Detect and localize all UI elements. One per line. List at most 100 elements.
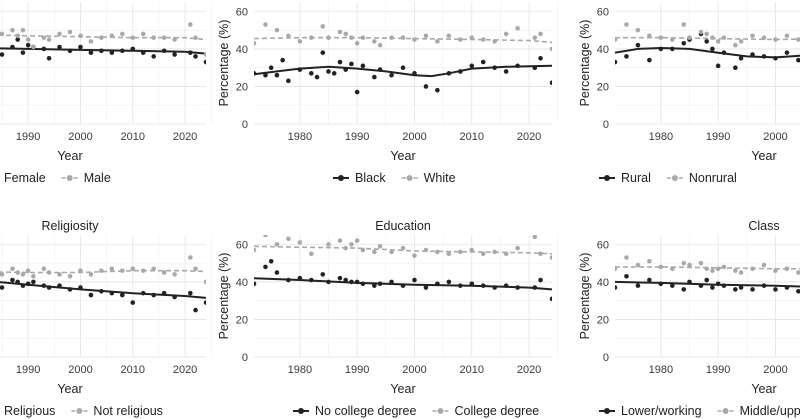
- plot-area: [0, 255, 206, 313]
- point-lower-working: [738, 285, 744, 290]
- point-rural: [635, 42, 641, 48]
- point-white: [274, 27, 280, 33]
- point-female: [57, 44, 62, 50]
- point-not-religious: [88, 272, 94, 277]
- y-tick-label: 20: [236, 81, 248, 93]
- point-black: [360, 63, 366, 69]
- point-lower-working: [750, 287, 755, 292]
- y-tick-label: 60: [236, 6, 248, 18]
- x-tick-label: 2010: [121, 131, 145, 143]
- point-rural: [738, 56, 744, 61]
- point-lower-working: [615, 285, 618, 290]
- point-nonrural: [733, 42, 738, 48]
- point-no-college-degree: [343, 277, 348, 283]
- point-nonrural: [750, 33, 755, 39]
- x-tick-label: 1980: [649, 131, 673, 143]
- point-black: [331, 71, 337, 76]
- point-male: [31, 44, 36, 50]
- point-white: [435, 39, 440, 44]
- x-tick-label: 2000: [402, 131, 426, 143]
- point-white: [503, 31, 509, 37]
- trend-line-white: [254, 36, 552, 44]
- point-white: [343, 31, 348, 37]
- legend-label-male: Male: [84, 171, 111, 185]
- point-white: [480, 37, 486, 42]
- point-college-degree: [458, 249, 463, 255]
- point-nonrural: [784, 33, 790, 39]
- y-tick-label: 0: [603, 352, 609, 364]
- point-white: [354, 40, 360, 46]
- point-religious: [193, 307, 198, 313]
- point-male: [67, 29, 73, 35]
- point-nonrural: [658, 35, 664, 40]
- point-female: [0, 52, 5, 57]
- point-not-religious: [172, 272, 177, 277]
- x-tick-label: 2010: [460, 131, 484, 143]
- legend-label-lower-working: Lower/working: [621, 404, 702, 418]
- plot-area: [254, 22, 552, 95]
- point-no-college-degree: [423, 285, 429, 290]
- y-tick-label: 0: [603, 119, 609, 131]
- point-no-college-degree: [263, 264, 268, 270]
- x-tick-label: 2020: [517, 364, 541, 376]
- point-middle-upper: [796, 270, 800, 275]
- plot-area: [254, 235, 552, 302]
- x-tick-label: 2000: [68, 364, 92, 376]
- panel-title: Class: [748, 219, 779, 233]
- point-white: [458, 37, 463, 42]
- point-college-degree: [309, 251, 314, 257]
- y-axis-label: Percentage (%): [217, 20, 231, 107]
- point-not-religious: [41, 266, 47, 272]
- y-tick-label: 20: [597, 314, 609, 326]
- trend-line-not-religious: [0, 269, 206, 274]
- point-middle-upper: [698, 260, 704, 266]
- point-no-college-degree: [549, 296, 552, 302]
- point-black: [389, 72, 394, 78]
- point-rural: [710, 46, 715, 52]
- trend-line-nonrural: [615, 36, 800, 41]
- trend-line-college-degree: [254, 245, 552, 255]
- legend-label-black: Black: [355, 171, 386, 185]
- trend-line-no-college-degree: [254, 277, 552, 291]
- legend-dot-middle-upper: [722, 408, 729, 414]
- legend-dot-black: [338, 175, 344, 181]
- x-tick-label: 2000: [402, 364, 426, 376]
- point-white: [297, 39, 303, 44]
- legend: Black White: [333, 171, 456, 185]
- y-tick-label: 40: [236, 277, 248, 289]
- point-male: [130, 35, 136, 40]
- point-nonrural: [704, 31, 709, 37]
- point-female: [15, 37, 20, 42]
- panel-education: Education 0 20 40 60 Percentage (%) 1980 1990 20…: [217, 219, 559, 418]
- panel-title: Religiosity: [42, 219, 100, 233]
- legend-label-middle-upper: Middle/upper: [740, 404, 800, 418]
- point-white: [549, 46, 552, 52]
- point-black: [538, 56, 543, 61]
- legend: Rural Nonrural: [599, 171, 737, 185]
- y-tick-label: 0: [242, 119, 248, 131]
- point-black: [263, 72, 268, 78]
- point-no-college-degree: [372, 283, 377, 288]
- point-not-religious: [203, 279, 206, 285]
- point-white: [423, 33, 429, 39]
- point-white: [320, 24, 326, 29]
- point-male: [20, 27, 26, 33]
- point-college-degree: [538, 251, 543, 257]
- point-lower-working: [773, 287, 778, 292]
- y-tick-label: 40: [597, 44, 609, 56]
- point-middle-upper: [687, 262, 692, 268]
- point-nonrural: [698, 29, 704, 35]
- legend-label-nonrural: Nonrural: [689, 171, 737, 185]
- point-college-degree: [263, 235, 268, 238]
- point-religious: [88, 292, 94, 298]
- x-tick-label: 1980: [288, 131, 312, 143]
- point-lower-working: [670, 283, 675, 288]
- point-female: [78, 44, 83, 50]
- point-black: [480, 59, 486, 65]
- point-college-degree: [254, 247, 257, 253]
- legend: Religious Not religious: [4, 404, 163, 418]
- point-female: [88, 50, 94, 55]
- point-not-religious: [0, 272, 5, 277]
- point-female: [151, 54, 156, 59]
- legend-dot-male: [66, 175, 73, 181]
